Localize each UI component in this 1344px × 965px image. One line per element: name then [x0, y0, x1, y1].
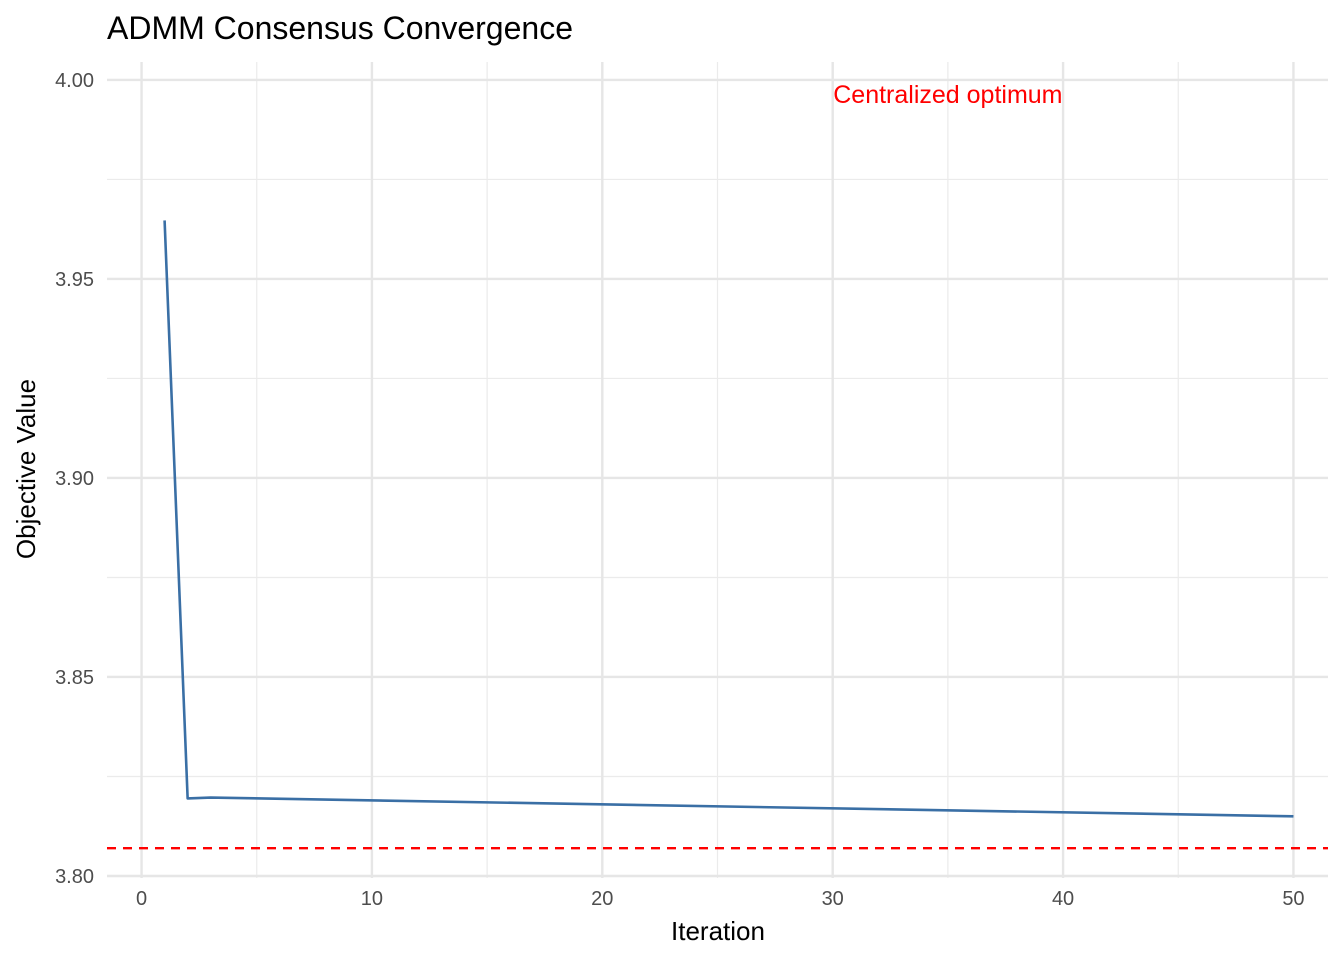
- y-tick-label: 3.90: [55, 468, 94, 490]
- x-tick-label: 10: [361, 888, 383, 910]
- tick-labels: 0 10 20 30 40 50 3.80 3.85 3.90 3.95 4.00: [55, 70, 1305, 910]
- y-tick-label: 3.85: [55, 667, 94, 689]
- x-tick-label: 50: [1282, 888, 1304, 910]
- y-tick-label: 3.80: [55, 866, 94, 888]
- chart-title: ADMM Consensus Convergence: [107, 10, 573, 46]
- x-tick-label: 30: [822, 888, 844, 910]
- y-tick-label: 3.95: [55, 269, 94, 291]
- x-tick-label: 0: [136, 888, 147, 910]
- y-tick-label: 4.00: [55, 70, 94, 92]
- y-axis-title: Objective Value: [11, 379, 41, 559]
- x-axis-title: Iteration: [671, 916, 765, 946]
- series-line-1: [163, 220, 1294, 818]
- series-layer: [163, 220, 1294, 818]
- x-tick-label: 40: [1052, 888, 1074, 910]
- major-gridlines: [107, 62, 1328, 878]
- minor-gridlines: [107, 62, 1328, 878]
- annotation-centralized-optimum: Centralized optimum: [833, 81, 1062, 109]
- x-tick-label: 20: [591, 888, 613, 910]
